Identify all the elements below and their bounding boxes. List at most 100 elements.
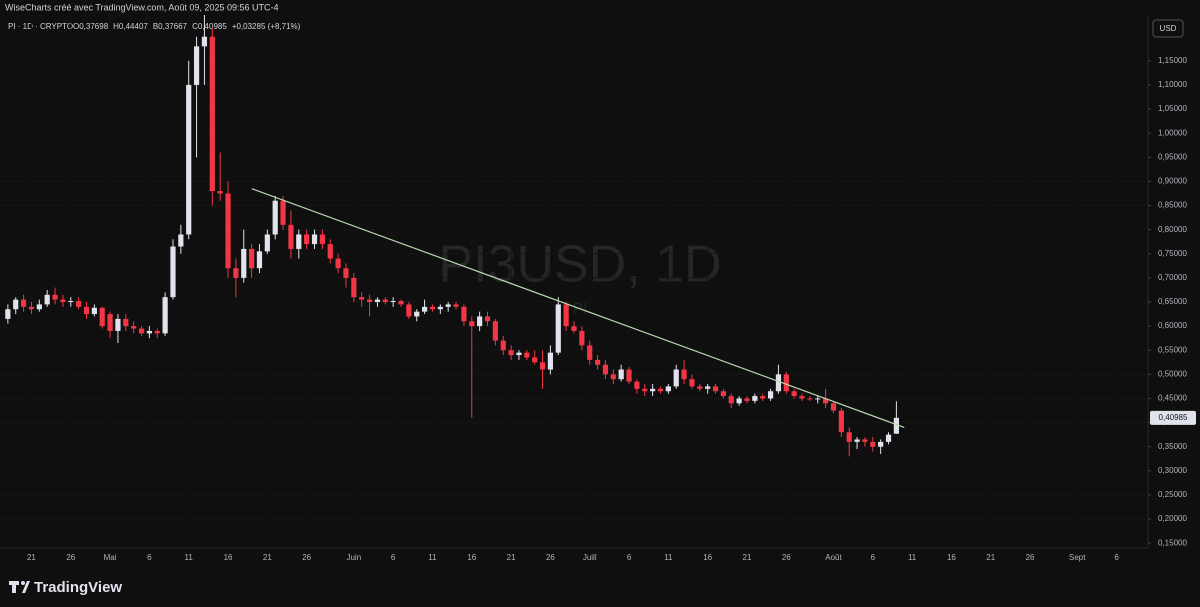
watermark-sub: PI [572, 301, 587, 318]
candle-body [453, 304, 459, 307]
candle-body [28, 306, 35, 310]
x-tick-label: 6 [1114, 553, 1119, 562]
x-tick-label: 26 [782, 553, 791, 562]
candle-body [264, 234, 270, 252]
y-tick-label: 0,30000 [1158, 466, 1187, 475]
footer [0, 566, 1200, 607]
y-tick-label: 0,70000 [1158, 273, 1187, 282]
candle-body [280, 200, 286, 225]
candle-body [115, 318, 121, 331]
x-tick-label: 11 [185, 553, 194, 562]
candle-body [705, 386, 711, 389]
y-tick-label: 1,05000 [1158, 104, 1187, 113]
x-tick-label: 16 [947, 553, 956, 562]
brand: TradingView [34, 579, 122, 596]
candle-body [414, 311, 420, 317]
x-tick-label: 21 [986, 553, 995, 562]
x-tick-label: 26 [1026, 553, 1035, 562]
candle-body [461, 306, 467, 322]
candle-body [878, 441, 884, 447]
x-tick-label: 11 [428, 553, 437, 562]
y-tick-label: 0,45000 [1158, 394, 1187, 403]
candle-body [642, 388, 648, 392]
watermark: PI3USD, 1D [438, 236, 721, 294]
candle-body [697, 386, 703, 389]
currency-label[interactable]: USD [1160, 24, 1177, 33]
ohlc-value: +0,03285 (+8,71%) [232, 22, 301, 31]
candle-body [209, 36, 215, 192]
candle-body [571, 326, 577, 331]
x-tick-label: 6 [871, 553, 876, 562]
candle-body [689, 379, 695, 387]
candle-body [846, 432, 852, 442]
candle-body [775, 374, 782, 392]
candle-body [91, 307, 97, 315]
x-tick-label: Juill [583, 553, 597, 562]
candle-body [484, 316, 491, 322]
candle-body [657, 388, 664, 392]
candle-body [791, 391, 797, 397]
candle-body [823, 398, 829, 404]
ohlc-value: H0,44407 [113, 22, 148, 31]
candle-body [52, 294, 58, 300]
candle-body [288, 224, 294, 249]
price-axis [1148, 15, 1200, 565]
y-tick-label: 0,35000 [1158, 442, 1187, 451]
candle-body [516, 352, 522, 356]
candle-body [146, 330, 152, 334]
y-tick-label: 0,80000 [1158, 225, 1187, 234]
candle-body [225, 193, 231, 269]
candle-body [154, 330, 160, 334]
x-tick-label: Juin [346, 553, 361, 562]
candle-body [422, 306, 428, 312]
candle-body [854, 439, 860, 442]
x-tick-label: 16 [703, 553, 712, 562]
candle-body [563, 304, 569, 327]
candle-body [178, 234, 184, 247]
x-tick-label: 21 [743, 553, 752, 562]
candle-body [492, 321, 498, 341]
candle-body [374, 299, 381, 302]
y-tick-label: 1,10000 [1158, 80, 1187, 89]
candle-body [547, 352, 554, 370]
plot [0, 15, 1148, 548]
candle-body [44, 294, 50, 305]
y-tick-label: 0,90000 [1158, 177, 1187, 186]
candle-body [272, 200, 278, 235]
candle-body [343, 268, 349, 278]
candle-body [162, 297, 168, 334]
candle-body [193, 46, 200, 85]
candle-body [131, 326, 137, 329]
candle-body [445, 304, 451, 307]
x-tick-label: 6 [391, 553, 396, 562]
candle-body [524, 352, 530, 358]
y-tick-label: 0,75000 [1158, 249, 1187, 258]
x-tick-label: 11 [664, 553, 673, 562]
y-tick-label: 0,55000 [1158, 345, 1187, 354]
candle-body [311, 234, 318, 245]
candle-body [83, 306, 90, 315]
last-price-label: 0,40985 [1159, 413, 1188, 422]
candle-body [500, 340, 506, 351]
logo [9, 581, 30, 593]
candle-body [626, 369, 632, 382]
candle-body [406, 304, 412, 317]
trendline [251, 188, 905, 428]
candle-body [594, 359, 601, 365]
candle-body [296, 234, 302, 249]
candle-body [893, 417, 899, 434]
candle-body [870, 441, 876, 447]
candle-body [838, 410, 844, 433]
x-tick-label: 26 [546, 553, 555, 562]
candle-body [555, 304, 561, 353]
candle-body [469, 321, 475, 327]
x-tick-label: Août [825, 553, 842, 562]
symbol-line: PI · 1D · CRYPTO [8, 22, 73, 31]
currency-button[interactable] [1152, 19, 1184, 38]
candle-body [366, 299, 373, 302]
y-tick-label: 0,65000 [1158, 297, 1187, 306]
candle-body [830, 403, 837, 411]
